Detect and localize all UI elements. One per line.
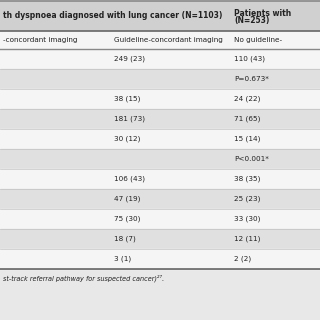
Text: st-track referral pathway for suspected cancer)²⁷.: st-track referral pathway for suspected … xyxy=(3,275,164,283)
Text: 38 (15): 38 (15) xyxy=(114,96,140,102)
Bar xyxy=(0,249,320,269)
Text: P<0.001*: P<0.001* xyxy=(234,156,269,162)
Text: Guideline-concordant imaging: Guideline-concordant imaging xyxy=(114,37,223,43)
Bar xyxy=(0,89,320,109)
Text: 181 (73): 181 (73) xyxy=(114,116,145,122)
Text: No guideline-: No guideline- xyxy=(234,37,282,43)
Text: 25 (23): 25 (23) xyxy=(234,196,260,202)
Text: 106 (43): 106 (43) xyxy=(114,176,145,182)
Bar xyxy=(0,1,320,31)
Text: Patients with: Patients with xyxy=(234,9,291,18)
Text: 18 (7): 18 (7) xyxy=(114,236,136,242)
Bar xyxy=(0,229,320,249)
Text: 33 (30): 33 (30) xyxy=(234,216,260,222)
Bar xyxy=(0,31,320,49)
Text: 3 (1): 3 (1) xyxy=(114,256,131,262)
Text: 2 (2): 2 (2) xyxy=(234,256,251,262)
Text: (N=253): (N=253) xyxy=(234,17,269,26)
Bar xyxy=(0,109,320,129)
Text: 30 (12): 30 (12) xyxy=(114,136,140,142)
Text: 47 (19): 47 (19) xyxy=(114,196,140,202)
Text: 249 (23): 249 (23) xyxy=(114,56,145,62)
Text: -concordant imaging: -concordant imaging xyxy=(3,37,77,43)
Bar xyxy=(0,129,320,149)
Text: 24 (22): 24 (22) xyxy=(234,96,260,102)
Text: 110 (43): 110 (43) xyxy=(234,56,265,62)
Bar xyxy=(0,149,320,169)
Bar xyxy=(0,49,320,69)
Bar xyxy=(0,209,320,229)
Text: 71 (65): 71 (65) xyxy=(234,116,260,122)
Bar xyxy=(0,189,320,209)
Text: P=0.673*: P=0.673* xyxy=(234,76,269,82)
Text: 12 (11): 12 (11) xyxy=(234,236,260,242)
Text: th dyspnoea diagnosed with lung cancer (N=1103): th dyspnoea diagnosed with lung cancer (… xyxy=(3,12,222,20)
Text: 15 (14): 15 (14) xyxy=(234,136,260,142)
Text: 38 (35): 38 (35) xyxy=(234,176,260,182)
Text: 75 (30): 75 (30) xyxy=(114,216,140,222)
Bar xyxy=(0,69,320,89)
Bar xyxy=(0,169,320,189)
